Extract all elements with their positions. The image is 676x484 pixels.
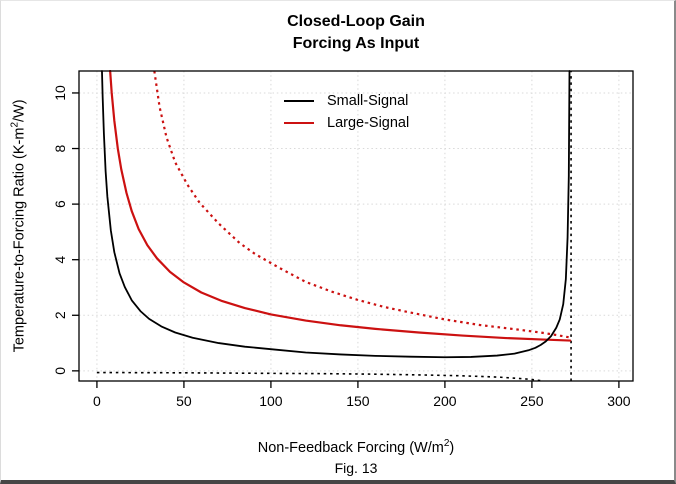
legend-label-small-signal: Small-Signal [327, 93, 409, 109]
chart-title-line1: Closed-Loop Gain [287, 13, 425, 30]
x-axis-label: Non-Feedback Forcing (W/m2) [257, 438, 455, 456]
x-tick-label-250: 250 [520, 393, 544, 409]
figure-caption: Fig. 13 [334, 460, 378, 476]
x-tick-label-150: 150 [346, 393, 370, 409]
chart-title-line2: Forcing As Input [292, 35, 420, 52]
x-tick-label-100: 100 [259, 393, 283, 409]
legend-item-large-signal: Large-Signal [284, 112, 409, 134]
legend-line-sample-red [284, 122, 314, 124]
x-tick-label-300: 300 [607, 393, 631, 409]
legend-item-small-signal: Small-Signal [284, 90, 409, 112]
curve-large-signal-dotted [153, 70, 571, 339]
x-tick-label-0: 0 [93, 393, 101, 409]
legend: Small-Signal Large-Signal [284, 90, 409, 134]
y-tick-label-10: 10 [52, 85, 68, 101]
y-tick-label-8: 8 [52, 144, 68, 152]
legend-label-large-signal: Large-Signal [327, 115, 410, 131]
chart-title: Closed-Loop Gain Forcing As Input [79, 11, 633, 55]
plot-border [78, 70, 634, 382]
y-tick-label-0: 0 [52, 367, 68, 375]
curve-small-signal-dotted [96, 371, 543, 382]
y-tick-label-6: 6 [52, 200, 68, 208]
x-tick-label-50: 50 [176, 393, 192, 409]
y-tick-label-4: 4 [52, 256, 68, 264]
x-tick-label-200: 200 [433, 393, 457, 409]
curve-large-signal-closed-loop [109, 70, 572, 342]
legend-line-sample-black [284, 100, 314, 102]
curve-small-signal-closed-loop [101, 70, 571, 359]
y-tick-label-2: 2 [52, 311, 68, 319]
